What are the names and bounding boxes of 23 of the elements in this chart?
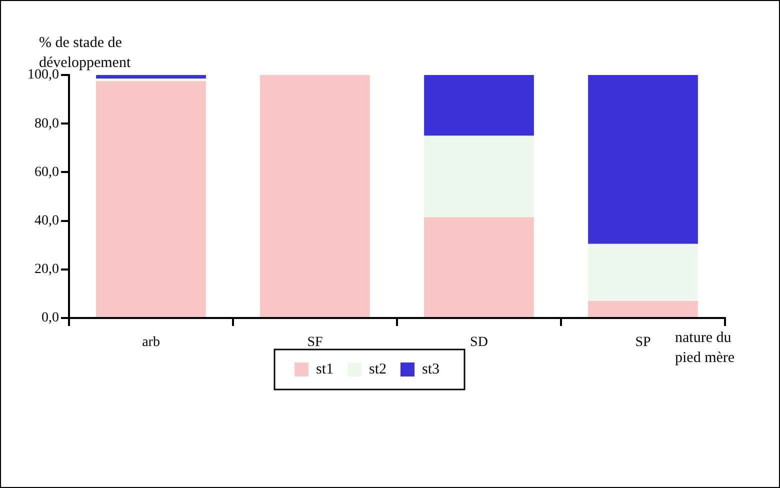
bar [424, 75, 534, 136]
bar [588, 75, 698, 244]
legend-label: st3 [422, 361, 440, 378]
y-tick-label: 60,0 [34, 164, 59, 180]
bar [260, 75, 370, 317]
legend-label: st1 [316, 361, 334, 378]
bar [424, 217, 534, 317]
y-tick-label: 20,0 [34, 262, 59, 278]
y-tick-label: 40,0 [34, 213, 59, 228]
y-tick-label: 80,0 [34, 116, 59, 132]
x-tick-label: arb [142, 335, 160, 350]
bar [96, 81, 206, 317]
x-tick-label: SP [635, 335, 651, 350]
bar [588, 244, 698, 301]
bar [588, 300, 698, 317]
y-tick-label: 0,0 [42, 310, 59, 326]
x-tick-label: SF [307, 335, 323, 350]
bar [96, 75, 206, 79]
x-axis-title: nature du pied mère [675, 330, 735, 366]
bar [96, 78, 206, 82]
legend-label: st2 [369, 361, 387, 378]
x-tick-label: SD [470, 335, 488, 350]
bar [424, 136, 534, 218]
